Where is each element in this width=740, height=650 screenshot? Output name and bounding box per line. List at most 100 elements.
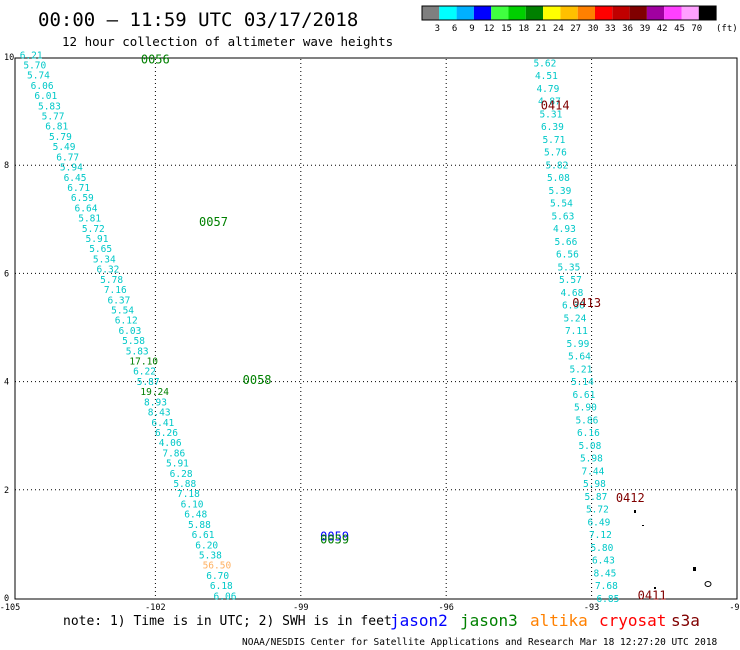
wave-height-value: 5.87 [584,492,607,503]
wave-height-value: 7.68 [595,581,618,592]
wave-height-value: 5.35 [557,262,580,273]
latitude-tick-label: 0 [4,594,9,604]
wave-height-value: 5.72 [82,224,105,235]
legend-unit-label: (ft) [716,24,738,34]
legend-bin-label: 24 [553,24,564,34]
longitude-tick-label: -102 [145,603,165,613]
pass-number-label: 0413 [572,296,601,310]
wave-height-value: 6.06 [214,591,237,602]
wave-height-value: 6.06 [31,81,54,92]
wave-height-value: 5.98 [580,454,603,465]
legend-bin-label: 39 [639,24,650,34]
wave-height-value: 6.77 [56,152,79,163]
legend-swatch [456,6,474,20]
wave-height-value: 19.24 [140,387,169,398]
latitude-tick-labels: 0 2 4 6 8 10 [4,53,14,604]
pass-number-label: 0412 [616,491,645,505]
wave-height-value: 6.49 [587,517,610,528]
wave-height-value: 6.61 [572,390,595,401]
wave-height-value: 5.08 [547,173,570,184]
longitude-tick-label: -93 [584,603,599,613]
wave-height-value: 8.93 [144,397,167,408]
legend-bin-label: 21 [536,24,547,34]
wave-height-value: 7.12 [589,530,612,541]
legend-swatch [508,6,526,20]
wave-height-value: 4.51 [535,71,558,82]
satellite-legend-jason2: jason2 [390,611,448,630]
wave-height-value: 5.79 [49,132,72,143]
wave-height-value: 6.39 [541,122,564,133]
wave-height-value: 6.28 [170,469,193,480]
wave-height-color-legend: 3 6 9 12 15 18 21 24 27 30 33 36 39 42 45 70 [421,5,717,34]
pass-number-label: 0414 [541,99,570,113]
wave-height-value: 5.54 [550,199,573,210]
wave-height-value: 6.16 [577,428,600,439]
wave-height-value: 5.74 [27,71,50,82]
wave-height-value: 5.38 [199,550,222,561]
legend-bin-label: 30 [588,24,599,34]
wave-height-value: 7.16 [104,285,127,296]
legend-swatch [664,6,682,20]
wave-height-value: 6.32 [97,265,120,276]
wave-height-value: 5.71 [542,135,565,146]
latitude-tick-label: 4 [4,378,9,388]
wave-height-value: 5.64 [568,352,591,363]
footer-timestamp: Mar 18 12:27:20 UTC 2018 [580,637,718,648]
longitude-tick-label: -96 [439,603,454,613]
wave-height-value: 5.72 [586,505,609,516]
wave-height-value: 6.10 [181,499,204,510]
wave-height-value: 6.59 [71,193,94,204]
island-mark [693,567,696,571]
legend-bin-label: 45 [674,24,685,34]
lat-lon-grid [15,59,737,598]
wave-height-value: 5.62 [533,58,556,69]
wave-height-value: 7.86 [162,448,185,459]
wave-height-value: 4.68 [560,288,583,299]
longitude-tick-label: -99 [293,603,308,613]
wave-height-value: 6.85 [596,594,619,605]
legend-bin-label: 42 [657,24,668,34]
wave-height-value: 5.24 [563,313,586,324]
wave-height-value: 6.18 [210,581,233,592]
altimeter-tracks: 6.215.705.746.066.015.835.776.815.795.49… [20,50,620,605]
pass-number-label: 0057 [199,215,228,229]
wave-height-value: 5.65 [89,244,112,255]
map-subtitle: 12 hour collection of altimeter wave hei… [62,34,393,49]
wave-height-value: 6.70 [206,571,229,582]
wave-height-value: 6.03 [118,326,141,337]
satellite-legend-s3a: s3a [671,611,700,630]
wave-height-value: 5.78 [100,275,123,286]
wave-height-value: 6.30 [562,301,585,312]
satellite-legend-jason3: jason3 [460,611,518,630]
wave-height-value: 7.44 [581,466,604,477]
island-marks [634,510,712,589]
map-title: 00:00 – 11:59 UTC 03/17/2018 [38,9,358,31]
wave-height-value: 5.21 [569,364,592,375]
legend-bin-label: 6 [452,24,457,34]
satellite-legend: jason2 jason3 altika cryosat s3a [390,611,700,630]
legend-swatch [646,6,665,20]
wave-height-value: 5.77 [42,112,65,123]
legend-bin-label: 12 [484,24,495,34]
wave-height-value: 5.66 [554,237,577,248]
wave-height-value: 6.56 [556,250,579,261]
altimeter-track: 6.215.705.746.066.015.835.776.815.795.49… [20,50,237,602]
legend-swatch [560,6,578,20]
wave-height-value: 5.83 [38,101,61,112]
wave-height-value: 6.41 [151,418,174,429]
wave-height-value: 6.43 [592,556,615,567]
wave-height-value: 5.39 [548,186,571,197]
pass-number-label: 0056 [141,53,170,67]
wave-height-value: 6.48 [184,510,207,521]
satellite-legend-altika: altika [530,611,588,630]
legend-bin-label: 9 [469,24,474,34]
wave-height-value: 5.91 [166,459,189,470]
legend-swatch [681,6,699,20]
legend-border [421,5,717,21]
legend-swatch [698,6,717,20]
wave-height-value: 5.88 [173,479,196,490]
latitude-tick-label: 8 [4,161,9,171]
legend-swatch [595,6,613,20]
island-mark [642,525,644,526]
